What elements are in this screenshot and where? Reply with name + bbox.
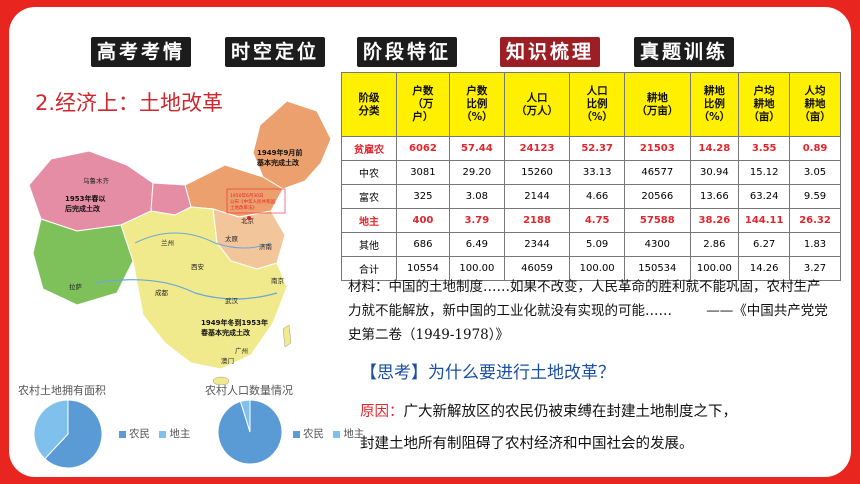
map-label-1949-winter: 1949年冬到1953年 [201,318,268,327]
th-household-ratio: 户数 比例 （%） [448,72,505,137]
map-region-hainan [212,376,230,385]
map-region-taiwan [282,324,292,348]
nav-bar: 高考考情 时空定位 阶段特征 知识梳理 真题训练 [9,37,851,69]
map-label-1949-sep: 1949年9月前 [257,148,302,157]
city-xian: 西安 [191,262,205,271]
think-question: 【思考】为什么要进行土地改革？ [360,358,615,383]
pie2-legend: 农民 地主 [293,426,364,441]
pie-slice-1 [239,399,251,433]
map-region-central-south [120,206,288,370]
svg-text:公布《中华人民共和国: 公布《中华人民共和国 [230,198,275,205]
pie-slice-0 [44,399,103,469]
svg-text:春基本完成土改: 春基本完成土改 [200,328,251,337]
material-quote: 材料：中国的土地制度……如果不改变，人民革命的胜利就不能巩固，农村生产力就不能解… [348,275,828,347]
map-region-tibet [32,218,134,306]
pie-chart-rural-population [217,399,283,465]
city-macau: 澳门 [221,356,234,365]
tab-shikong-dingwei[interactable]: 时空定位 [225,37,325,67]
tab-zhenti-xunlian[interactable]: 真题训练 [634,37,734,67]
th-land-per-household: 户均 耕地 （亩） [738,72,791,137]
svg-text:后完成土改: 后完成土改 [65,204,101,213]
city-beijing: 北京 [241,216,255,225]
pie1-legend: 农民 地主 [119,426,190,441]
city-guangzhou: 广州 [235,346,248,355]
pie2-title: 农村人口数量情况 [205,384,293,397]
map-region-northeast [252,100,332,190]
svg-text:土地改革法》: 土地改革法》 [230,204,257,211]
table-row: 贫雇农 6062 57.44 24123 52.37 21503 14.28 3.55 0.89 [341,136,841,161]
answer-label: 原因： [360,404,404,420]
pie-slice-1 [33,399,69,460]
th-households: 户数 （万 户） [395,72,450,137]
city-lhasa: 拉萨 [69,282,83,291]
think-text: 为什么要进行土地改革？ [428,363,615,383]
city-chengdu: 成都 [155,288,169,297]
map-label-law-1950: 1950年6月30日 [230,192,264,199]
answer-line-2: 封建土地所有制阻碍了农村经济和中国社会的发展。 [360,436,694,452]
th-population-ratio: 人口 比例 （%） [569,72,626,137]
material-text: 材料：中国的土地制度……如果不改变，人民革命的胜利就不能巩固，农村生产力就不能解… [348,279,821,319]
pie-chart-land-area [33,399,103,469]
table-row: 合计 10554 100.00 46059 100.00 150534 100.00 14.2… [341,256,841,281]
table-row: 地主 400 3.79 2188 4.75 57588 38.26 144.11 26.32 [341,208,841,233]
tab-jieduan-tezheng[interactable]: 阶段特征 [357,37,457,67]
city-jinan: 济南 [259,242,273,251]
city-urumqi: 乌鲁木齐 [83,176,110,185]
svg-text:基本完成土改: 基本完成土改 [256,158,300,167]
class-land-table: 阶级 分类 户数 （万 户） 户数 比例 （%） 人口 （万人） 人口 比例 （… [341,72,841,281]
tab-gaokao-kaoqing[interactable]: 高考考情 [91,37,191,67]
pie1-title: 农村土地拥有面积 [18,384,106,397]
table-row: 中农 3081 29.20 15260 33.13 46577 30.94 15.12 3.05 [341,160,841,185]
th-land-per-capita: 人均 耕地 （亩） [789,72,841,137]
city-lanzhou: 兰州 [161,238,174,247]
th-farmland: 耕地 （万亩） [624,72,691,137]
th-population: 人口 （万人） [503,72,571,137]
answer-line-1: 广大新解放区的农民仍被束缚在封建土地制度之下， [403,404,738,420]
city-nanjing: 南京 [271,276,285,285]
table-row: 其他 686 6.49 2344 5.09 4300 2.86 6.27 1.83 [341,232,841,257]
china-landreform-map: 1949年9月前 基本完成土改 1953年春以 后完成土改 1950年6月30日… [28,100,332,385]
tab-zhishi-shuli[interactable]: 知识梳理 [500,37,600,67]
th-farmland-ratio: 耕地 比例 （%） [689,72,740,137]
city-taiyuan: 太原 [225,234,239,243]
material-source: ——《中国共产党党史第二卷（1949-1978）》 [348,303,828,343]
map-label-1953-spring: 1953年春以 [65,194,105,203]
answer-block: 原因：广大新解放区的农民仍被束缚在封建土地制度之下， 封建土地所有制阻碍了农村经… [360,396,850,460]
slide: 高考考情 时空定位 阶段特征 知识梳理 真题训练 2.经济上：土地改革 1949… [9,7,851,477]
th-class: 阶级 分类 [341,72,397,137]
city-wuhan: 武汉 [225,296,239,305]
section-title: 2.经济上：土地改革 [35,91,224,115]
table-row: 富农 325 3.08 2144 4.66 20566 13.66 63.24 9.59 [341,184,841,209]
think-tag: 【思考】 [360,363,428,383]
